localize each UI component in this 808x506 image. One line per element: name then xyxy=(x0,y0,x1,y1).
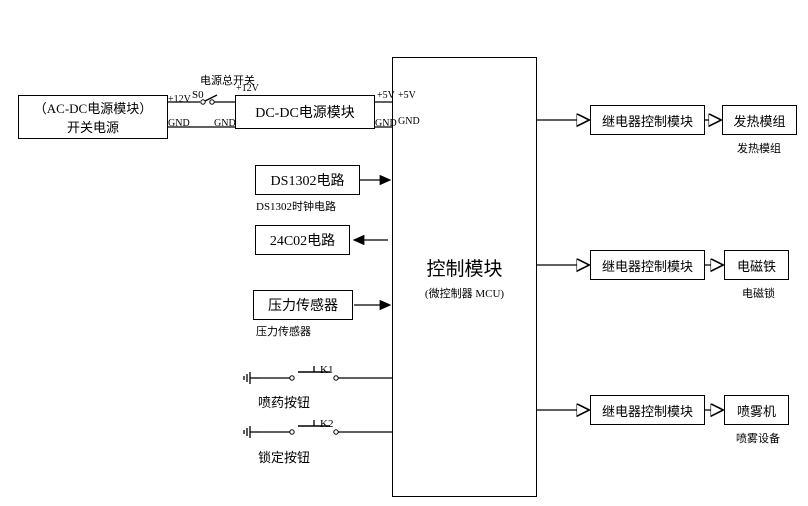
box-pressure: 压力传感器 xyxy=(253,290,353,320)
mcu-sub: (微控制器 MCU) xyxy=(425,285,504,301)
box-spray-line1: 喷雾机 xyxy=(737,401,776,420)
box-magnet-line1: 电磁铁 xyxy=(737,256,776,275)
box-relay3: 继电器控制模块 xyxy=(590,395,705,425)
box-heat-line1: 发热模组 xyxy=(733,111,785,130)
label-k1: K1 xyxy=(320,364,333,376)
label-p12v_in: +12V xyxy=(236,83,259,94)
mcu-title: 控制模块 xyxy=(426,254,502,281)
box-eeprom: 24C02电路 xyxy=(255,225,350,255)
box-heat: 发热模组 xyxy=(722,105,797,135)
label-ds1302sub: DS1302时钟电路 xyxy=(256,198,336,214)
label-magsub: 电磁锁 xyxy=(742,285,775,301)
label-spraysub: 喷雾设备 xyxy=(736,430,780,446)
box-magnet: 电磁铁 xyxy=(724,250,789,280)
box-relay3-line1: 继电器控制模块 xyxy=(602,401,693,420)
label-gnd3: GND xyxy=(375,118,397,129)
box-dcdc-line1: DC-DC电源模块 xyxy=(255,102,355,122)
box-acdc: （AC-DC电源模块）开关电源 xyxy=(18,95,168,139)
box-spray: 喷雾机 xyxy=(724,395,789,425)
label-p5v: +5V xyxy=(377,90,395,101)
box-relay2-line1: 继电器控制模块 xyxy=(602,256,693,275)
label-presssub: 压力传感器 xyxy=(256,323,311,339)
box-pressure-line1: 压力传感器 xyxy=(268,295,338,315)
box-dcdc: DC-DC电源模块 xyxy=(235,95,375,129)
box-acdc-line2: 开关电源 xyxy=(67,117,119,136)
label-btn2: 锁定按钮 xyxy=(258,447,310,466)
box-ds1302: DS1302电路 xyxy=(255,165,360,195)
box-ds1302-line1: DS1302电路 xyxy=(271,170,345,190)
label-k2: K2 xyxy=(320,418,333,430)
label-gnd4: GND xyxy=(398,116,420,127)
label-p5v_r: +5V xyxy=(398,90,416,101)
label-p12v_out: +12V xyxy=(168,94,191,105)
box-relay2: 继电器控制模块 xyxy=(590,250,705,280)
label-btn1: 喷药按钮 xyxy=(258,392,310,411)
box-relay1: 继电器控制模块 xyxy=(590,105,705,135)
label-gnd2: GND xyxy=(214,118,236,129)
label-gnd1: GND xyxy=(168,118,190,129)
box-eeprom-line1: 24C02电路 xyxy=(270,230,335,250)
label-heatsub: 发热模组 xyxy=(737,140,781,156)
label-s0: S0 xyxy=(192,89,204,101)
box-relay1-line1: 继电器控制模块 xyxy=(602,111,693,130)
box-acdc-line1: （AC-DC电源模块） xyxy=(34,98,152,117)
